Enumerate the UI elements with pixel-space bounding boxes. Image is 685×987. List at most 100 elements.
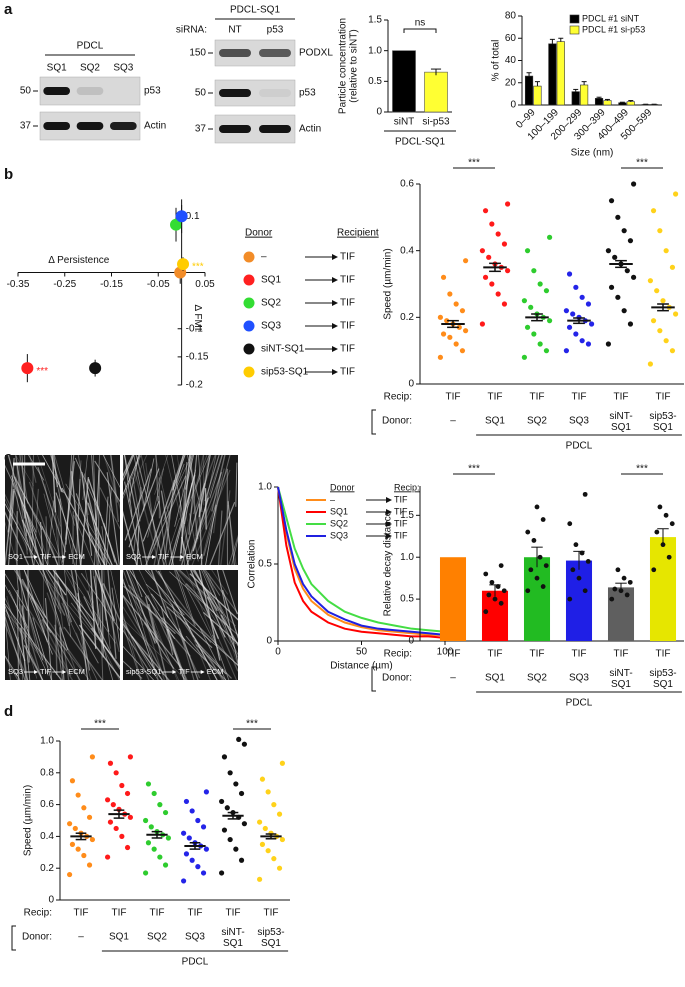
data-point [463,258,468,263]
y-tick-label: 1.5 [368,15,382,26]
arrow-head [332,300,338,306]
bar [595,98,603,105]
y-tick-label: 0 [376,107,382,118]
data-point [502,241,507,246]
data-point [609,198,614,203]
donor-label: SQ2 [527,673,547,684]
data-point [606,248,611,253]
data-point [538,555,543,560]
data-point [105,854,110,859]
label-line: siNT- [221,927,244,938]
data-point [651,318,656,323]
data-point [628,321,633,326]
data-point [664,338,669,343]
data-point [489,281,494,286]
recipient-label: TIF [656,649,671,660]
micrograph-label: SQ1 [8,552,23,561]
band-label: Actin [144,121,166,132]
recipient-label: TIF [74,908,89,919]
y-axis-label: Particle concentration [338,18,349,114]
bar [534,86,542,105]
legend-marker [244,367,255,378]
data-point [263,826,268,831]
legend-label: SQ3 [330,530,348,540]
data-point [125,845,130,850]
data-point [441,275,446,280]
data-point [441,331,446,336]
arrow-head [386,497,392,503]
data-point [573,285,578,290]
data-point [146,781,151,786]
data-point [486,255,491,260]
legend-recipient: TIF [340,367,355,378]
donor-label: SQ1 [485,673,505,684]
data-point [673,311,678,316]
row-label: Donor: [382,416,412,427]
blot-band [77,87,104,95]
data-point [670,348,675,353]
x-tick-label: 50 [356,647,368,658]
data-point [570,567,575,572]
bar [557,42,565,105]
data-point [648,361,653,366]
data-point [438,355,443,360]
legend-recipient: TIF [394,530,408,540]
band-label: PODXL [299,48,333,59]
y-tick-label: 40 [505,55,517,66]
data-point [615,295,620,300]
data-point [483,572,488,577]
label-line: siNT- [609,668,632,679]
bar [392,51,415,112]
data-point [609,285,614,290]
y-tick-label: 1.0 [400,552,414,563]
data-point [90,754,95,759]
arrow-head [332,254,338,260]
data-point [664,513,669,518]
blot-title: PDCL-SQ1 [230,5,280,16]
legend-label: – [330,494,335,504]
data-point [195,818,200,823]
data-point [535,505,540,510]
x-tick-label: -0.05 [147,279,170,290]
significance-label: *** [636,158,648,169]
data-point [271,856,276,861]
recipient-label: TIF [614,649,629,660]
legend-label: SQ3 [261,321,281,332]
blot-band [219,125,251,133]
group-label: PDCL [182,957,209,968]
legend-recipient: TIF [340,298,355,309]
data-point [496,291,501,296]
label-line: sip53- [649,411,676,422]
data-point [108,819,113,824]
data-point [219,870,224,875]
micrograph-label: TIF [40,552,52,561]
legend-label: siNT-SQ1 [261,344,305,355]
data-point [622,308,627,313]
data-point [239,858,244,863]
data-point [547,318,552,323]
recipient-label: TIF [614,392,629,403]
significance-label: ns [415,18,426,29]
row-label: Donor: [22,932,52,943]
data-point [454,301,459,306]
x-axis-label: Distance (µm) [330,661,392,672]
data-point [190,808,195,813]
data-point [673,191,678,196]
y-tick-label: 0.5 [400,594,414,605]
donor-label: – [450,673,456,684]
row-label: Recip: [384,649,412,660]
data-point [544,348,549,353]
data-point [522,298,527,303]
micrograph-label: SQ2 [126,552,141,561]
recipient-label: TIF [488,392,503,403]
y-axis-label: (relative to siNT) [349,29,360,102]
data-point [535,576,540,581]
data-point [489,221,494,226]
micrograph-label: ECM [186,552,203,561]
recipient-label: TIF [226,908,241,919]
legend-header: Donor [330,482,355,492]
y-tick-label: 60 [505,33,517,44]
data-point [544,288,549,293]
